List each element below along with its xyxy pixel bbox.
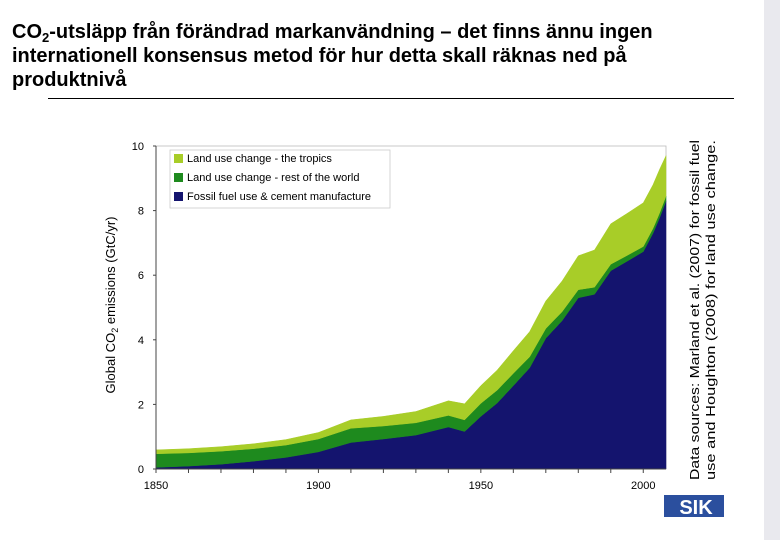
- title-subscript: 2: [42, 30, 50, 45]
- y-axis-label-prefix: Global CO: [103, 333, 118, 394]
- x-tick-label: 1850: [144, 480, 168, 492]
- y-tick-label: 2: [138, 399, 144, 411]
- logo-shape: [664, 495, 724, 517]
- right-edge-band: [764, 0, 780, 540]
- title-rest: -utsläpp från förändrad markanvändning –…: [12, 21, 653, 91]
- y-axis-label: Global CO2 emissions (GtC/yr): [103, 217, 120, 394]
- y-tick-label: 6: [138, 270, 144, 282]
- legend: Land use change - the tropics Land use c…: [169, 149, 391, 209]
- y-axis-label-suffix: emissions (GtC/yr): [103, 217, 118, 328]
- sik-logo: SIK: [664, 495, 724, 519]
- tick-labels: 0 2 4 6 8 10 1850 1900 1950 2000: [132, 141, 656, 492]
- title-prefix: CO: [12, 21, 42, 43]
- data-sources-note: Data sources: Marland et al. (2007) for …: [688, 140, 718, 480]
- logo-text: SIK: [679, 497, 713, 519]
- y-tick-label: 4: [138, 335, 144, 347]
- legend-swatch-tropics: [174, 154, 183, 163]
- legend-label-rest-of-world: Land use change - rest of the world: [187, 172, 359, 184]
- source-note-line-1: Data sources: Marland et al. (2007) for …: [688, 140, 702, 480]
- slide-title: CO2-utsläpp från förändrad markanvändnin…: [12, 20, 702, 92]
- y-tick-label: 8: [138, 206, 144, 218]
- y-tick-label: 0: [138, 464, 144, 476]
- y-tick-label: 10: [132, 141, 144, 153]
- legend-frame: [169, 149, 391, 209]
- legend-swatch-rest-of-world: [174, 173, 183, 182]
- area-land-use-tropics: [155, 155, 667, 455]
- y-axis-label-sub: 2: [110, 328, 120, 333]
- source-note-line-2: use and Houghton (2008) for land use cha…: [704, 140, 718, 480]
- legend-label-fossil: Fossil fuel use & cement manufacture: [187, 191, 371, 203]
- legend-label-tropics: Land use change - the tropics: [187, 153, 332, 165]
- x-tick-label: 1950: [469, 480, 493, 492]
- x-tick-label: 2000: [631, 480, 655, 492]
- axes: [155, 146, 666, 470]
- title-rule: [48, 98, 734, 99]
- legend-swatch-fossil: [174, 192, 183, 201]
- x-tick-label: 1900: [306, 480, 330, 492]
